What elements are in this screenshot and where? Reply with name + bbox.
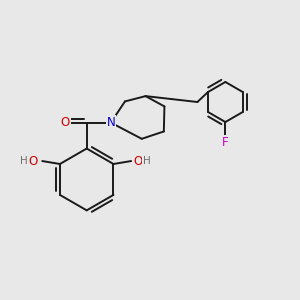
Text: O: O	[61, 116, 70, 129]
Text: O: O	[133, 154, 142, 167]
Text: H: H	[20, 156, 28, 166]
Text: O: O	[29, 154, 38, 167]
Text: H: H	[142, 156, 150, 166]
Text: F: F	[222, 136, 229, 149]
Text: N: N	[106, 116, 115, 129]
